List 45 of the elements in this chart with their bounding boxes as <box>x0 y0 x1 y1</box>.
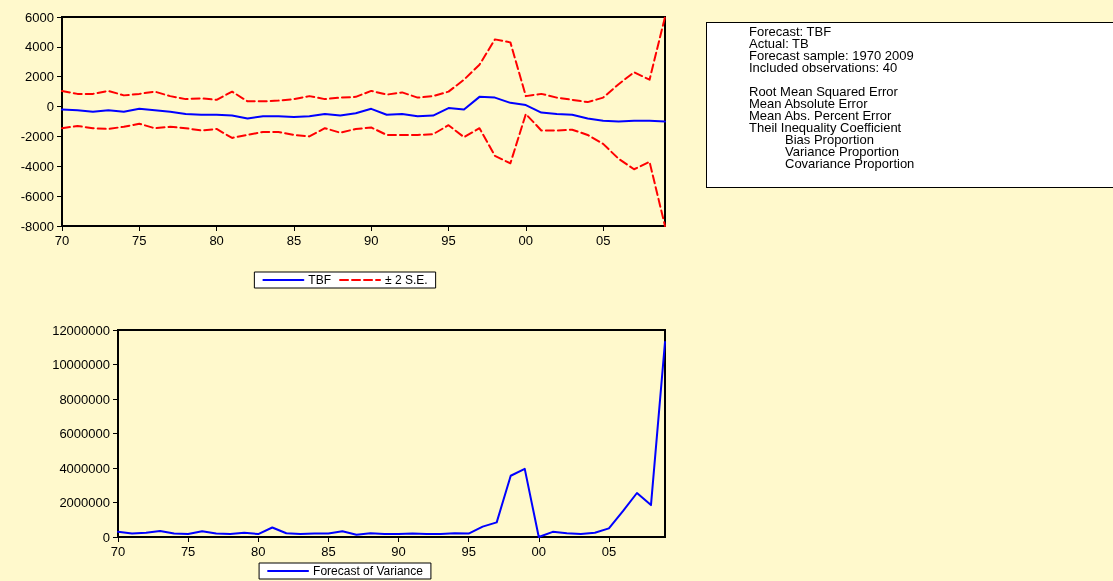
y-tick-label: 0 <box>102 529 110 545</box>
y-tick-label: 6000 <box>25 9 54 25</box>
x-tick-label: 05 <box>601 544 617 559</box>
text: Forecast: TBF <box>749 24 833 39</box>
x-tick-label: 90 <box>364 233 379 248</box>
x-tick-label: 85 <box>321 544 336 559</box>
text: Theil Inequality Coefficient <box>749 120 903 135</box>
line-series <box>117 341 666 538</box>
x-tick-label: 75 <box>180 544 196 559</box>
x-tick-label: 05 <box>595 233 611 248</box>
line-series <box>61 95 666 123</box>
legend-label: ± 2 S.E. <box>385 273 428 287</box>
y-tick-label: 6000000 <box>59 426 110 441</box>
y-tick-label: 0 <box>46 99 54 115</box>
x-tick-label: 70 <box>54 233 70 248</box>
x-tick-label: 75 <box>132 233 147 248</box>
text: Mean Abs. Percent Error <box>749 108 893 123</box>
y-tick-label: -6000 <box>20 188 54 204</box>
legend-label: Forecast of Variance <box>313 564 424 578</box>
y-tick-label: -2000 <box>20 128 54 144</box>
y-tick-label: 2000 <box>25 69 54 85</box>
x-tick-label: 85 <box>286 233 302 248</box>
x-tick-label: 70 <box>110 544 126 559</box>
text: Forecast sample: 1970 2009 <box>749 48 915 63</box>
y-tick-label: 10000000 <box>52 357 110 372</box>
x-tick-label: 95 <box>441 233 456 248</box>
x-tick-label: 00 <box>518 233 534 248</box>
x-tick-label: 80 <box>251 544 266 559</box>
y-tick-label: 2000000 <box>59 495 110 510</box>
y-tick-label: 12000000 <box>52 322 110 338</box>
legend-label: TBF <box>308 273 332 287</box>
text: Mean Absolute Error <box>749 96 869 111</box>
y-tick-label: 8000000 <box>59 391 110 407</box>
x-tick-label: 95 <box>461 544 476 559</box>
y-tick-label: -4000 <box>20 158 54 174</box>
y-tick-label: 4000 <box>25 39 54 55</box>
y-tick-label: 4000000 <box>59 460 110 476</box>
text: Actual: TB <box>749 36 810 51</box>
text: Root Mean Squared Error <box>749 84 899 99</box>
y-tick-label: -8000 <box>20 218 54 234</box>
x-tick-label: 00 <box>531 544 546 559</box>
x-tick-label: 80 <box>209 233 224 248</box>
line-series <box>61 113 666 227</box>
line-series <box>61 16 666 104</box>
x-tick-label: 90 <box>391 544 406 559</box>
